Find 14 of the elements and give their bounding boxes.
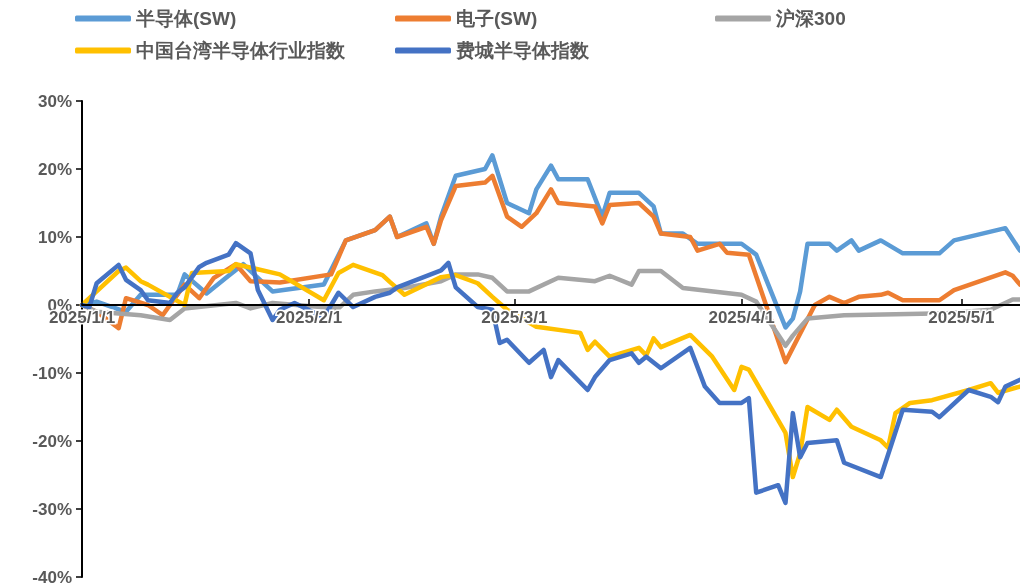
legend-label: 中国台湾半导体行业指数 — [136, 40, 346, 61]
y-tick-label: 30% — [37, 91, 72, 111]
legend-label: 费城半导体指数 — [455, 40, 590, 61]
x-tick-label: 2025/5/1 — [928, 308, 995, 327]
y-tick-label: 10% — [37, 227, 72, 247]
legend-label: 电子(SW) — [456, 8, 538, 29]
y-tick-label: -20% — [32, 431, 72, 451]
y-tick-label: 20% — [37, 159, 72, 179]
y-tick-label: -30% — [32, 499, 72, 519]
legend-label: 沪深300 — [775, 8, 846, 29]
x-tick-label: 2025/2/1 — [276, 308, 343, 327]
legend-label: 半导体(SW) — [135, 8, 237, 29]
y-tick-label: -10% — [32, 363, 72, 383]
y-tick-label: -40% — [32, 567, 72, 587]
